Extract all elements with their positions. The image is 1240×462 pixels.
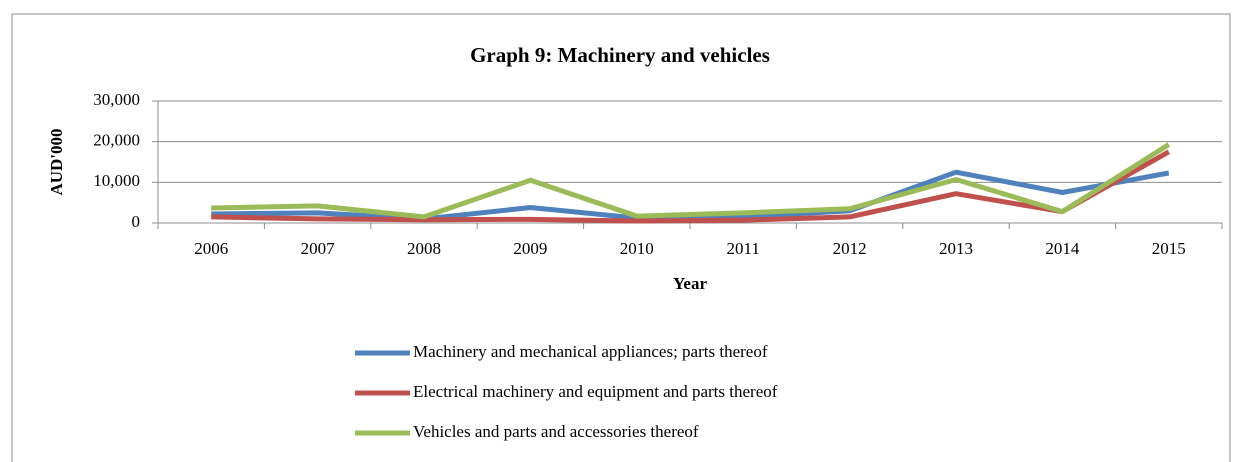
x-tick-label: 2010	[620, 239, 654, 258]
y-tick-label: 20,000	[93, 131, 140, 150]
chart-frame	[11, 13, 1231, 462]
y-tick-label: 0	[132, 212, 141, 231]
x-tick-label: 2011	[727, 239, 760, 258]
x-tick-label: 2006	[194, 239, 228, 258]
x-axis-label: Year	[673, 274, 707, 293]
x-tick-label: 2009	[513, 239, 547, 258]
y-axis-label: AUD'000	[47, 128, 66, 195]
x-tick-label: 2013	[939, 239, 973, 258]
x-tick-label: 2008	[407, 239, 441, 258]
x-tick-label: 2012	[833, 239, 867, 258]
series-line	[211, 149, 1171, 224]
series-line	[211, 142, 1171, 220]
x-tick-label: 2014	[1045, 239, 1080, 258]
chart-title: Graph 9: Machinery and vehicles	[470, 43, 770, 67]
x-tick-label: 2007	[301, 239, 336, 258]
legend-label: Machinery and mechanical appliances; par…	[413, 342, 768, 361]
series-line	[211, 169, 1170, 222]
legend-label: Vehicles and parts and accessories there…	[413, 422, 699, 441]
y-tick-label: 10,000	[93, 171, 140, 190]
y-tick-label: 30,000	[93, 90, 140, 109]
legend-label: Electrical machinery and equipment and p…	[413, 382, 778, 401]
x-tick-label: 2015	[1152, 239, 1186, 258]
